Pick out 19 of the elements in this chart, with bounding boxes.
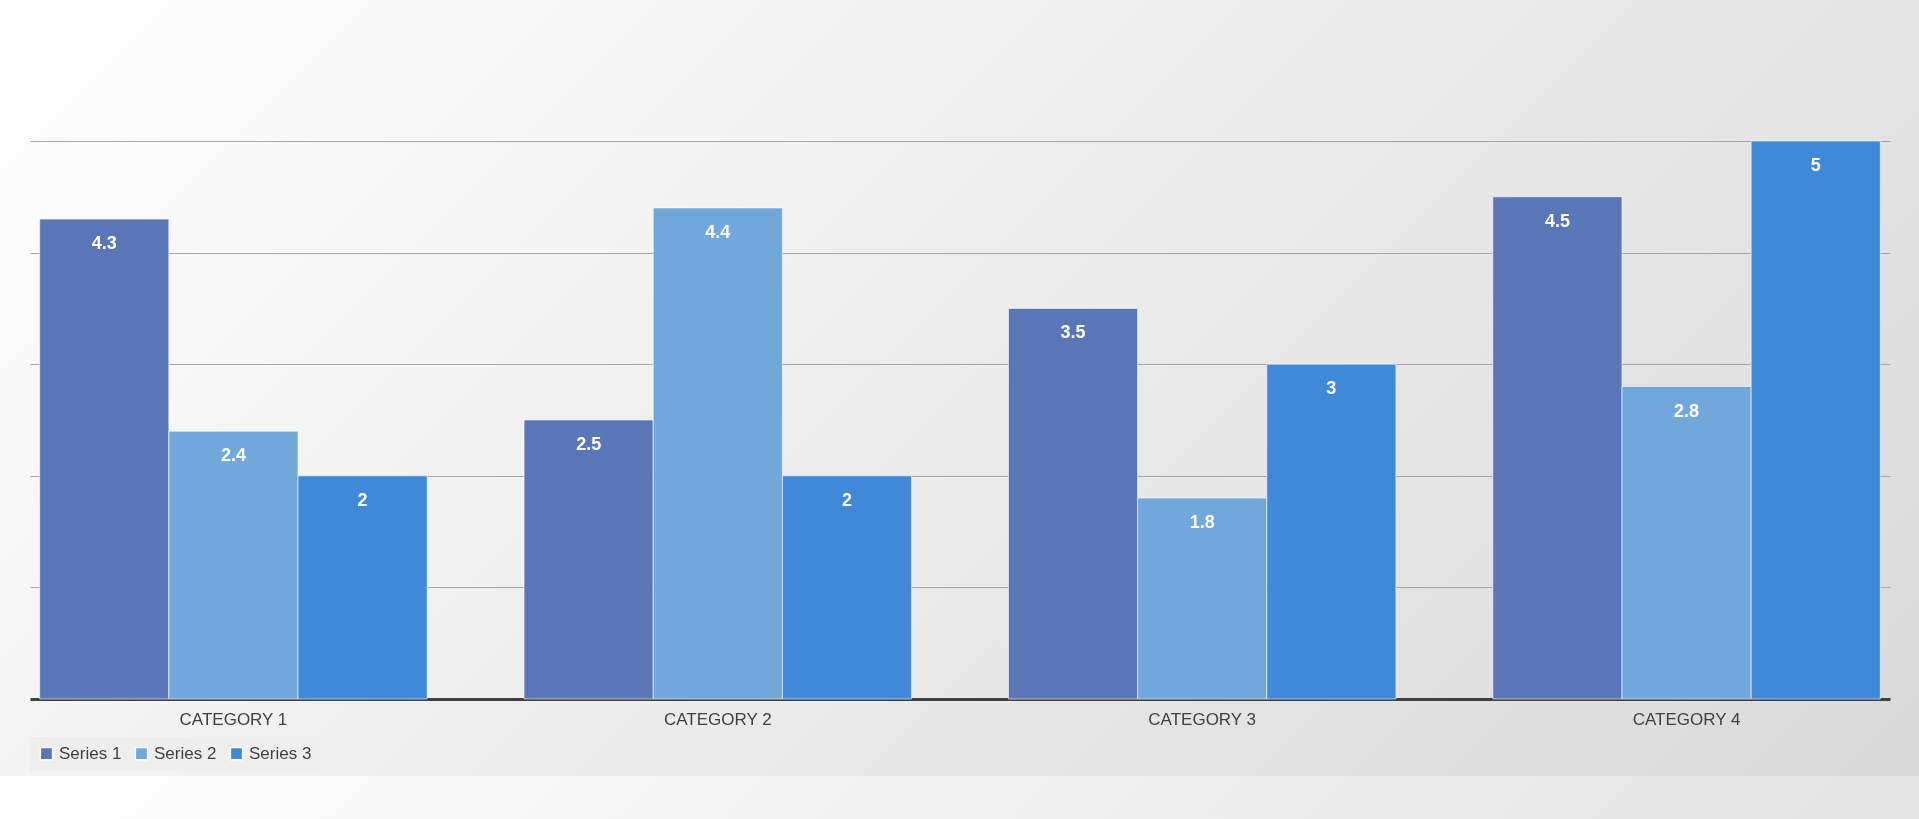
data-label: 2 bbox=[357, 489, 368, 510]
data-label: 1.8 bbox=[1189, 512, 1215, 533]
data-label: 5 bbox=[1810, 155, 1821, 175]
x-tick-label: CATEGORY 2 bbox=[663, 709, 772, 729]
data-label: 3.5 bbox=[1060, 322, 1086, 343]
data-label: 4.3 bbox=[91, 233, 117, 254]
data-label: 2.5 bbox=[576, 434, 602, 454]
legend-label: Series 2 bbox=[154, 743, 217, 763]
data-label: 4.4 bbox=[705, 221, 731, 242]
data-label: 2.4 bbox=[220, 445, 246, 466]
data-label: 2.8 bbox=[1674, 400, 1700, 421]
x-tick-label: CATEGORY 3 bbox=[1148, 709, 1257, 729]
legend-label: Series 3 bbox=[249, 743, 312, 763]
data-label: 2 bbox=[841, 489, 852, 510]
data-label: 4.5 bbox=[1544, 210, 1570, 231]
x-tick-label: CATEGORY 1 bbox=[179, 709, 288, 729]
data-label: 3 bbox=[1326, 378, 1337, 399]
legend-label: Series 1 bbox=[59, 743, 122, 763]
x-tick-label: CATEGORY 4 bbox=[1632, 709, 1741, 729]
